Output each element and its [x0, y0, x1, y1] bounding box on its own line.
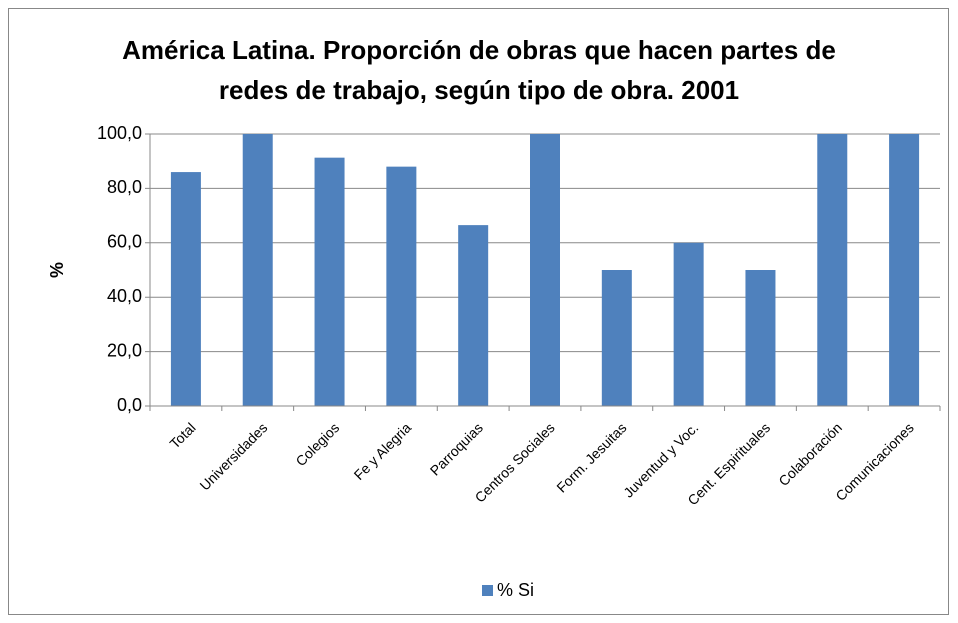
- bar: [314, 157, 345, 406]
- y-tick-label: 60,0: [107, 232, 142, 252]
- y-tick-label: 20,0: [107, 340, 142, 360]
- bar: [889, 134, 920, 406]
- y-tick-label: 0,0: [117, 395, 142, 415]
- bar: [386, 166, 417, 406]
- y-tick-label: 80,0: [107, 177, 142, 197]
- bar: [817, 134, 848, 406]
- chart-title: América Latina. Proporción de obras que …: [122, 35, 836, 105]
- y-tick-label: 40,0: [107, 286, 142, 306]
- bar: [458, 225, 489, 406]
- bar: [530, 134, 560, 406]
- bar: [673, 242, 704, 406]
- legend-swatch: [482, 585, 493, 596]
- y-tick-label: 100,0: [97, 123, 142, 143]
- bar: [745, 270, 776, 406]
- y-axis-label: %: [47, 262, 67, 278]
- bar: [170, 172, 201, 406]
- bar: [242, 134, 273, 406]
- bar: [601, 270, 632, 406]
- legend-label: % Si: [497, 580, 534, 600]
